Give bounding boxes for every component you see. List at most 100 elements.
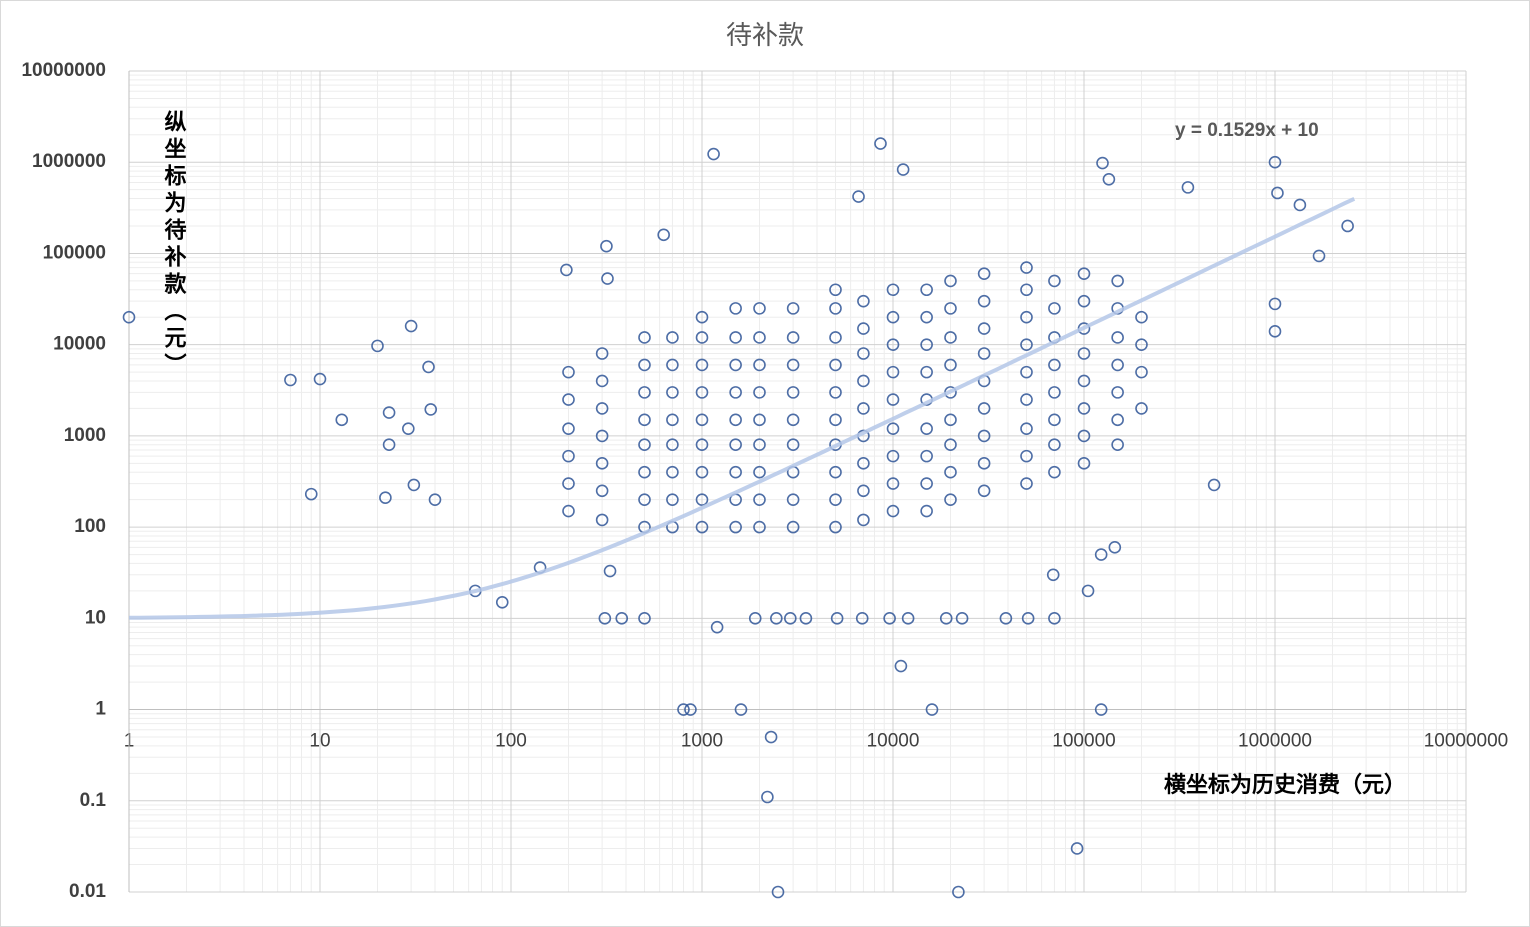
scatter-point — [1020, 477, 1033, 490]
scatter-point — [562, 449, 575, 463]
scatter-point — [1077, 374, 1091, 388]
scatter-point — [495, 595, 509, 609]
scatter-point — [829, 283, 842, 297]
scatter-point — [799, 612, 813, 625]
scatter-point — [1020, 310, 1033, 324]
scatter-point — [595, 457, 609, 470]
y-tick-label: 0.1 — [80, 790, 107, 811]
scatter-point — [944, 465, 957, 479]
scatter-point — [829, 493, 842, 506]
scatter-point — [886, 477, 900, 490]
scatter-point — [1081, 584, 1095, 598]
scatter-point — [1111, 386, 1124, 399]
x-tick-label: 1000000 — [1238, 731, 1312, 752]
trendline — [129, 196, 1356, 620]
scatter-point — [729, 413, 742, 427]
scatter-point — [857, 374, 870, 388]
scatter-point — [1108, 541, 1122, 554]
scatter-point — [562, 393, 575, 406]
scatter-point — [944, 493, 957, 506]
y-tick-label: 10000000 — [21, 60, 106, 81]
scatter-point — [886, 365, 900, 379]
scatter-point — [560, 263, 573, 277]
scatter-point — [1135, 365, 1148, 379]
scatter-point — [829, 302, 842, 315]
scatter-point — [1207, 478, 1221, 492]
scatter-point — [729, 331, 742, 344]
scatter-point — [784, 612, 797, 625]
scatter-point — [595, 374, 609, 388]
scatter-point — [1094, 703, 1108, 716]
scatter-point — [1048, 274, 1061, 288]
scatter-point — [920, 477, 933, 490]
scatter-point — [786, 520, 800, 534]
scatter-point — [857, 294, 870, 308]
scatter-point — [666, 386, 679, 399]
scatter-point — [695, 310, 709, 324]
x-tick-label: 10 — [309, 731, 330, 752]
scatter-point — [920, 449, 933, 463]
scatter-point — [855, 612, 869, 625]
scatter-point — [638, 386, 651, 399]
scatter-point — [666, 358, 679, 372]
scatter-point — [335, 413, 349, 427]
scatter-point — [977, 484, 991, 498]
scatter-point — [857, 402, 870, 415]
scatter-point — [977, 429, 991, 443]
scatter-point — [1077, 267, 1091, 280]
scatter-point — [857, 457, 870, 470]
scatter-point — [371, 339, 384, 353]
scatter-point — [666, 465, 679, 479]
scatter-point — [896, 163, 910, 176]
scatter-point — [1020, 422, 1033, 435]
scatter-point — [304, 487, 318, 501]
scatter-point — [944, 331, 957, 344]
scatter-point — [753, 331, 766, 344]
scatter-point — [886, 449, 900, 463]
scatter-point — [284, 373, 297, 387]
scatter-point — [379, 491, 392, 505]
scatter-point — [874, 137, 887, 150]
scatter-point — [883, 612, 896, 625]
scatter-point — [786, 413, 800, 427]
scatter-point — [638, 358, 651, 372]
scatter-point — [944, 358, 957, 372]
scatter-point — [753, 386, 766, 399]
scatter-point — [901, 612, 915, 625]
y-tick-label: 100000 — [43, 242, 106, 263]
scatter-point — [952, 885, 965, 899]
scatter-point — [753, 413, 766, 427]
scatter-point — [1268, 325, 1282, 338]
scatter-point — [764, 730, 778, 744]
scatter-point — [601, 272, 614, 285]
scatter-point — [428, 493, 442, 506]
scatter-point — [748, 612, 762, 625]
scatter-point — [1077, 457, 1091, 470]
scatter-point — [666, 493, 679, 506]
scatter-point — [407, 478, 421, 492]
scatter-point — [829, 386, 842, 399]
scatter-point — [595, 484, 609, 498]
scatter-point — [1020, 261, 1033, 274]
x-tick-label: 100 — [495, 731, 527, 752]
scatter-point — [829, 358, 842, 372]
scatter-point — [886, 422, 900, 435]
scatter-point — [402, 422, 415, 435]
scatter-point — [638, 612, 651, 625]
scatter-point — [638, 331, 651, 344]
scatter-point — [598, 612, 612, 625]
y-tick-label: 1000000 — [32, 151, 106, 172]
scatter-point — [761, 790, 774, 804]
scatter-point — [1268, 155, 1282, 169]
scatter-point — [313, 372, 327, 386]
scatter-point — [1020, 365, 1033, 379]
scatter-point — [695, 465, 709, 479]
scatter-point — [939, 612, 953, 625]
scatter-point — [852, 190, 865, 203]
x-tick-label: 10000 — [867, 731, 920, 752]
scatter-point — [1111, 438, 1124, 452]
scatter-point — [1135, 402, 1148, 415]
scatter-point — [1048, 612, 1061, 625]
scatter-point — [886, 310, 900, 324]
scatter-point — [1046, 568, 1060, 582]
